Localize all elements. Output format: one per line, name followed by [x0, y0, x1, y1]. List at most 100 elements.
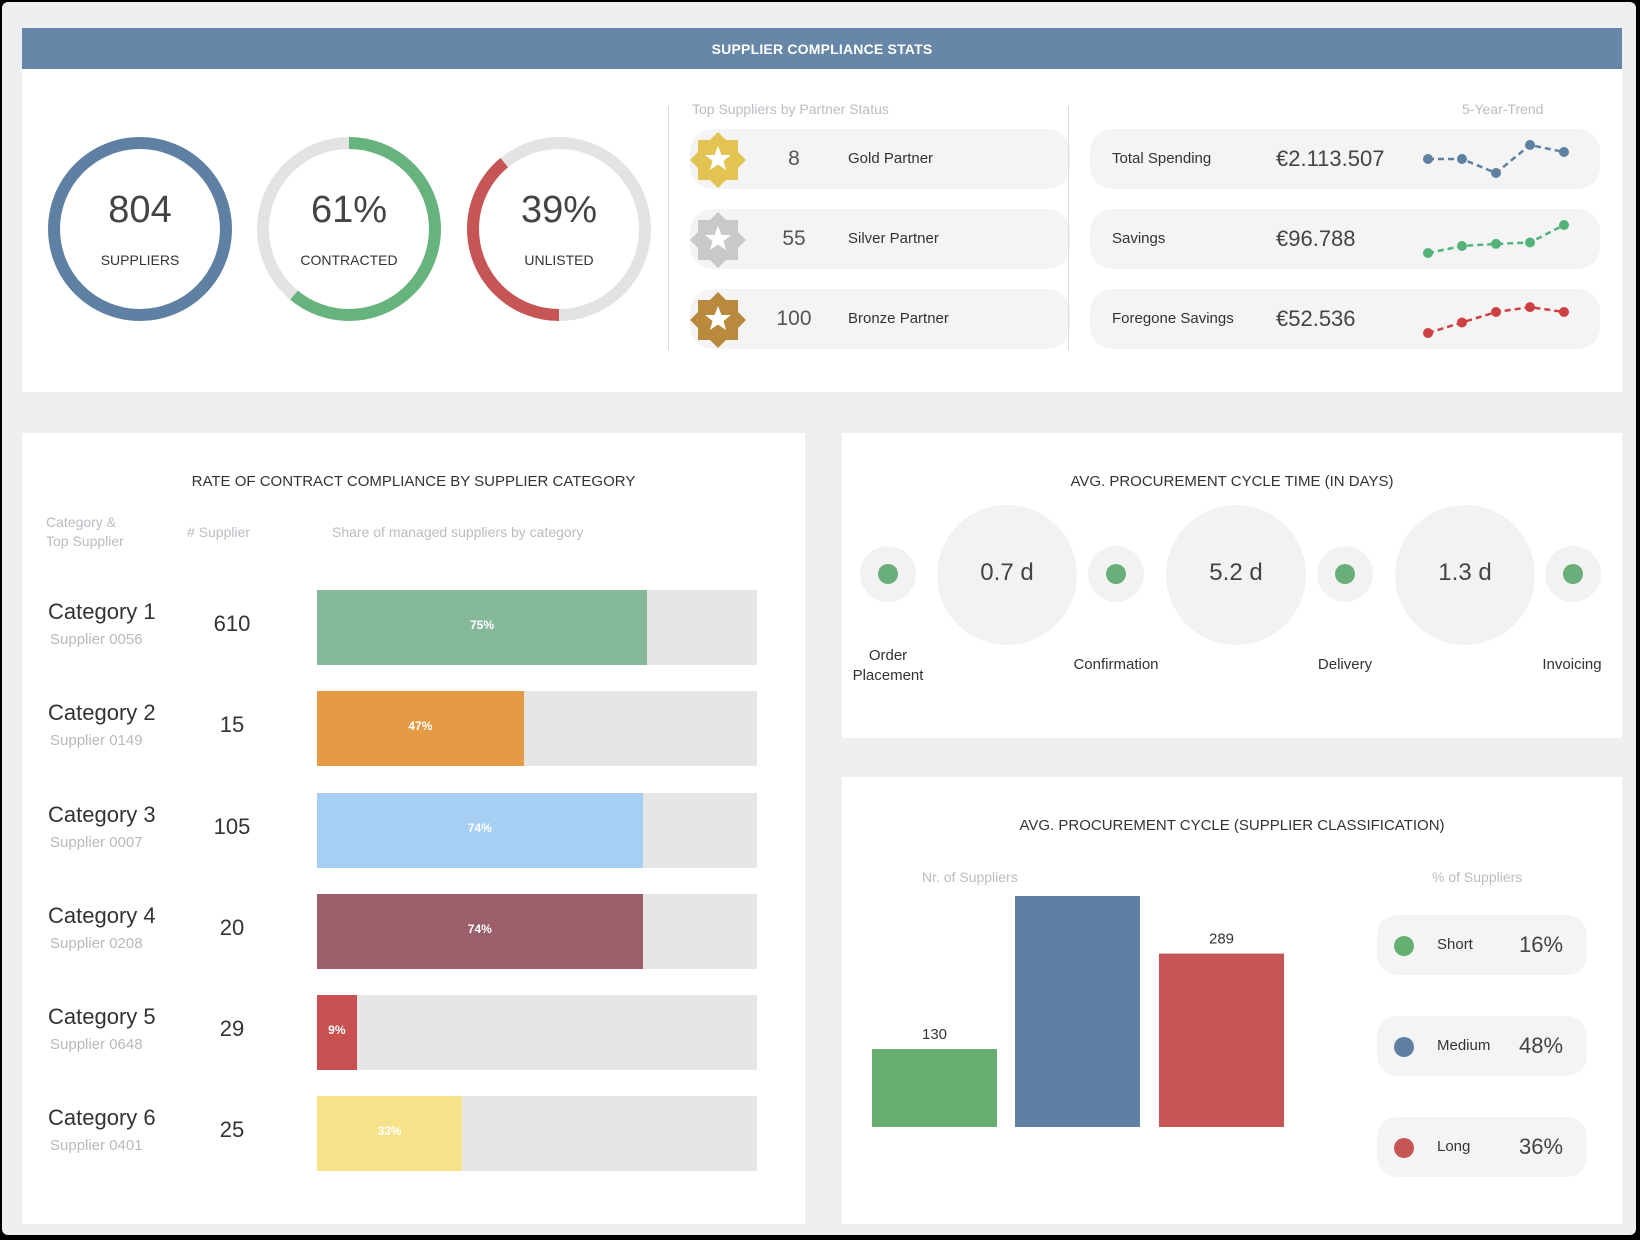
kpi-suppliers: 804 SUPPLIERS: [40, 129, 240, 329]
legend-name: Long: [1437, 1138, 1471, 1155]
sparkline-point: [1457, 317, 1467, 328]
share-bar: [317, 691, 524, 766]
sparkline-point: [1457, 154, 1467, 164]
top-supplier: Supplier 0007: [50, 834, 143, 851]
category-name: Category 6: [48, 1105, 156, 1130]
classification-bar-chart: 130 385 289: [872, 887, 1284, 1127]
trend-row-savings: Savings €96.788: [1090, 209, 1600, 269]
legend-pct: 36%: [1519, 1134, 1564, 1159]
sparkline-point: [1491, 168, 1501, 178]
sparkline: [1423, 140, 1569, 178]
supplier-count: 29: [219, 1016, 245, 1041]
divider: [668, 106, 669, 350]
kpi-unlisted: 39% UNLISTED: [459, 129, 659, 329]
sparkline-point: [1423, 154, 1433, 164]
legend-long: Long 36%: [1377, 1117, 1587, 1177]
trend-row-foregone-savings: Foregone Savings €52.536: [1090, 289, 1600, 349]
share-label: 9%: [328, 1023, 346, 1037]
sparkline: [1423, 220, 1569, 258]
share-label: 33%: [377, 1124, 402, 1138]
share-label: 74%: [467, 922, 492, 936]
duration-bubble: [1395, 505, 1535, 645]
legend-dot-icon: [1394, 1037, 1414, 1057]
trend-label: Foregone Savings: [1112, 310, 1234, 327]
top-supplier: Supplier 0648: [50, 1036, 143, 1053]
sparkline-point: [1491, 307, 1501, 317]
column-header-category: Category & Top Supplier: [46, 513, 124, 551]
bar-value-label: 289: [1209, 931, 1234, 948]
top-supplier: Supplier 0056: [50, 631, 143, 648]
classification-panel: AVG. PROCUREMENT CYCLE (SUPPLIER CLASSIF…: [842, 777, 1622, 1224]
share-bar-track: 75%: [317, 590, 757, 665]
share-bar-track: 74%: [317, 894, 757, 969]
trend-value: €52.536: [1276, 306, 1356, 331]
legend-short: Short 16%: [1377, 915, 1587, 975]
chart-left-label: Nr. of Suppliers: [922, 869, 1018, 885]
share-bar: [317, 590, 647, 665]
kpi-label: CONTRACTED: [300, 252, 398, 268]
step-dot-icon: [878, 564, 898, 584]
compliance-panel: RATE OF CONTRACT COMPLIANCE BY SUPPLIER …: [22, 433, 805, 1224]
step-dot-icon: [1335, 564, 1355, 584]
partners-title: Top Suppliers by Partner Status: [692, 101, 889, 117]
partner-count: 55: [782, 227, 806, 250]
supplier-count: 20: [219, 915, 245, 940]
step-label: Invoicing: [1542, 656, 1602, 673]
kpi-value: 804: [108, 189, 172, 231]
share-label: 75%: [469, 618, 495, 632]
legend-medium: Medium 48%: [1377, 1016, 1587, 1076]
bar-short: [872, 1049, 997, 1127]
step-label: Delivery: [1317, 656, 1373, 673]
step-label: Confirmation: [1073, 656, 1159, 673]
kpi-label: SUPPLIERS: [100, 252, 180, 268]
duration-bubble: [1166, 505, 1306, 645]
partner-gold: 8 Gold Partner: [690, 129, 1070, 189]
kpi-contracted: 61% CONTRACTED: [249, 129, 449, 329]
partner-label: Gold Partner: [848, 150, 934, 167]
cycle-time-title: AVG. PROCUREMENT CYCLE TIME (IN DAYS): [1070, 473, 1394, 490]
share-bar: [317, 793, 643, 868]
supplier-count: 105: [213, 814, 251, 839]
trend-value: €2.113.507: [1276, 146, 1385, 171]
share-bar-track: 74%: [317, 793, 757, 868]
kpi-value: 39%: [520, 189, 598, 231]
step-label: Order Placement: [852, 647, 924, 684]
kpi-ring: [48, 137, 232, 321]
category-name: Category 1: [48, 599, 156, 624]
silver-badge-icon: [690, 212, 746, 268]
category-name: Category 3: [48, 802, 156, 827]
kpi-ring: [257, 137, 441, 321]
share-bar-track: 33%: [317, 1096, 757, 1171]
partner-count: 100: [776, 307, 812, 330]
bar-medium: [1015, 896, 1140, 1127]
trend-label: Total Spending: [1112, 150, 1212, 167]
sparkline-point: [1559, 147, 1569, 157]
legend-pct: 48%: [1519, 1033, 1564, 1058]
category-name: Category 4: [48, 903, 156, 928]
kpi-value: 61%: [310, 189, 388, 231]
trend-label: Savings: [1112, 230, 1166, 247]
top-supplier: Supplier 0401: [50, 1137, 143, 1154]
supplier-count: 610: [213, 611, 251, 636]
compliance-title: RATE OF CONTRACT COMPLIANCE BY SUPPLIER …: [191, 473, 636, 490]
supplier-count: 25: [219, 1117, 245, 1142]
column-header-line: Category &: [46, 514, 117, 530]
column-header-share: Share of managed suppliers by category: [332, 524, 584, 540]
bar-value-label: 130: [922, 1026, 947, 1043]
partner-label: Bronze Partner: [848, 310, 949, 327]
trend-row-total-spending: Total Spending €2.113.507: [1090, 129, 1600, 189]
category-name: Category 2: [48, 700, 156, 725]
duration-value: 0.7 d: [980, 559, 1034, 586]
sparkline-point: [1525, 237, 1535, 248]
kpi-ring: [467, 137, 651, 321]
sparkline-point: [1525, 302, 1535, 313]
kpi-label: UNLISTED: [524, 252, 594, 268]
legend-name: Medium: [1437, 1037, 1491, 1054]
duration-bubble: [937, 505, 1077, 645]
share-bar-track: 47%: [317, 691, 757, 766]
step-dot-icon: [1563, 564, 1583, 584]
bar-value-label: 385: [1065, 887, 1090, 890]
share-bar: [317, 1096, 463, 1171]
share-bar: [317, 995, 357, 1070]
